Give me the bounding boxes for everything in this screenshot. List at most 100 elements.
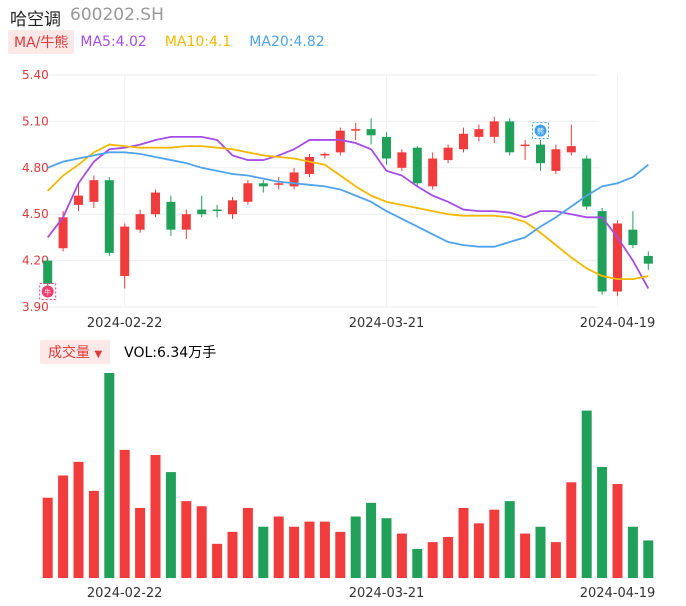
candle: [104, 180, 114, 253]
y-tick-label: 5.40: [22, 68, 49, 82]
volume-bar: [350, 516, 361, 578]
candle: [289, 172, 299, 187]
volume-bar: [412, 548, 423, 578]
volume-bar: [643, 540, 654, 578]
candle: [474, 129, 484, 137]
chevron-down-icon: ▼: [94, 349, 103, 360]
volume-bar: [612, 484, 623, 578]
volume-bar: [273, 516, 284, 578]
volume-bar: [427, 542, 438, 578]
volume-bar: [165, 472, 176, 578]
y-tick-label: 4.50: [22, 207, 49, 221]
x-tick-label: 2024-02-22: [87, 316, 163, 331]
x-tick-label: 2024-03-21: [349, 316, 425, 331]
candle: [351, 129, 361, 131]
stock-name: 哈空调: [10, 10, 61, 30]
candle: [258, 183, 268, 187]
candle: [166, 201, 176, 230]
volume-bar: [150, 455, 161, 578]
candle: [382, 136, 391, 159]
candle: [320, 153, 330, 156]
candle: [428, 158, 438, 187]
volume-bar: [504, 501, 515, 578]
candle: [43, 260, 53, 284]
candle: [412, 147, 422, 184]
volume-x-tick-label: 2024-03-21: [349, 586, 425, 601]
candle: [197, 209, 207, 215]
candle: [228, 200, 237, 215]
candle: [181, 214, 191, 230]
candle: [58, 217, 68, 249]
volume-bar: [135, 507, 146, 578]
candle: [135, 214, 145, 230]
candle: [459, 133, 468, 150]
volume-bar: [42, 497, 53, 578]
candle: [335, 130, 345, 153]
signal-marker-frame: [39, 283, 57, 301]
volume-bar: [196, 506, 207, 578]
volume-selector-button[interactable]: 成交量 ▼: [40, 340, 111, 364]
volume-bar: [550, 542, 561, 578]
volume-bar: [319, 521, 330, 578]
stock-code: 600202.SH: [70, 5, 164, 25]
ma10-legend: MA10:4.1: [164, 34, 232, 50]
candle: [628, 229, 638, 246]
volume-bar: [535, 526, 546, 578]
volume-bar: [212, 543, 223, 578]
ma5-legend: MA5:4.02: [80, 34, 147, 50]
volume-bar: [581, 410, 592, 578]
volume-bar: [258, 526, 269, 578]
y-tick-label: 5.10: [22, 114, 49, 128]
signal-marker-frame: [532, 122, 549, 140]
candle: [536, 144, 545, 164]
volume-bar: [627, 526, 638, 578]
ma-legend: MA/牛熊 MA5:4.02 MA10:4.1 MA20:4.82: [8, 30, 343, 54]
volume-bar: [304, 521, 315, 578]
volume-x-tick-label: 2024-04-19: [580, 586, 656, 601]
signal-marker: [41, 285, 54, 298]
candle: [243, 183, 253, 202]
ma5-line: [46, 135, 650, 289]
volume-bar: [58, 475, 69, 578]
candle: [274, 183, 284, 185]
candle: [305, 156, 314, 174]
signal-marker: [534, 124, 547, 137]
volume-bar: [242, 507, 253, 578]
volume-bar: [88, 490, 99, 578]
volume-bar: [119, 449, 130, 578]
volume-bar: [366, 502, 377, 578]
candle: [120, 226, 130, 277]
candle: [397, 152, 407, 168]
signal-marker-label: 牛: [44, 288, 51, 297]
volume-bar: [335, 531, 346, 578]
volume-bar: [381, 518, 392, 578]
candle: [643, 255, 653, 264]
volume-bar: [227, 531, 238, 578]
candle: [520, 144, 530, 147]
y-tick-label: 4.20: [22, 254, 49, 268]
candle: [551, 149, 561, 171]
candle: [74, 195, 83, 205]
candle: [89, 180, 99, 202]
candle: [151, 192, 160, 215]
volume-bar: [473, 523, 484, 578]
ma-selector-button[interactable]: MA/牛熊: [8, 30, 75, 54]
volume-bar: [289, 526, 300, 578]
candle: [566, 146, 576, 153]
ma20-legend: MA20:4.82: [249, 34, 325, 50]
y-tick-label: 3.90: [22, 300, 49, 314]
volume-bar: [73, 461, 84, 578]
x-tick-label: 2024-04-19: [580, 316, 656, 331]
candle: [443, 147, 453, 161]
signal-marker-label: 熊: [537, 127, 544, 136]
volume-value: VOL:6.34万手: [124, 345, 217, 361]
volume-bar: [104, 373, 115, 578]
volume-bar: [396, 533, 407, 578]
candle: [597, 211, 607, 292]
volume-bar: [566, 482, 577, 578]
volume-bar: [597, 466, 608, 578]
volume-bar: [181, 501, 192, 578]
candle: [505, 121, 515, 153]
candle: [212, 209, 222, 212]
